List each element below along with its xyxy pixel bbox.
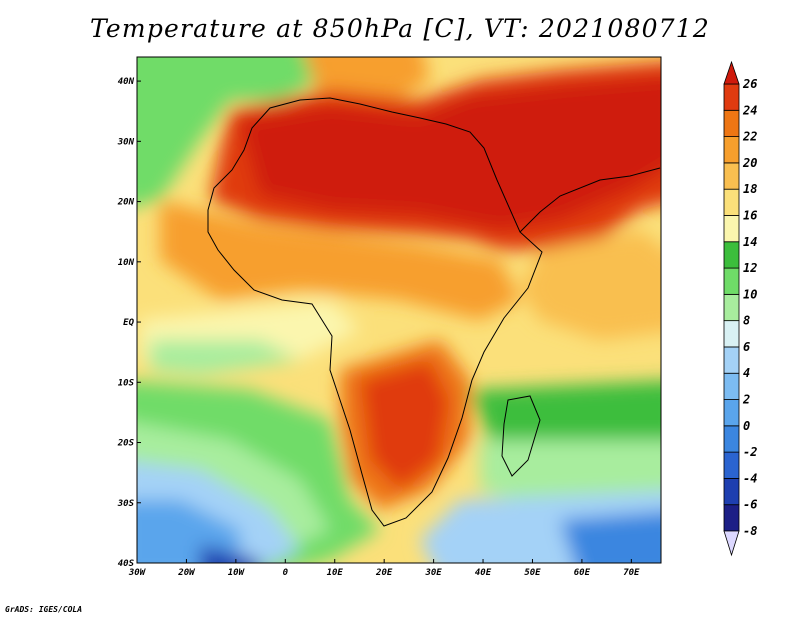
lon-tick-label: 70E [623,568,640,578]
colorbar-bin [723,451,740,479]
lat-tick-label: 10N [118,258,135,268]
colorbar-bin [723,136,740,164]
lat-tick-label: 40S [118,559,135,569]
lat-tick-label: 30S [117,499,135,509]
colorbar-label: 4 [743,366,750,380]
colorbar-label: 12 [743,261,757,275]
colorbar-label: -4 [743,471,757,485]
colorbar-bin [723,320,740,348]
lon-tick-label: 10E [327,568,344,578]
colorbar-label: 2 [742,393,750,407]
lon-tick-label: 20E [375,568,393,578]
longitude-axis: 30W 20W 10W 0 10E 20E 30E 40E 50E 60E 70E [128,559,640,578]
lat-tick-label: 10S [118,378,135,388]
colorbar-bin [723,372,740,400]
colorbar-bin [723,267,740,295]
colorbar-bin [723,109,740,137]
lat-tick-label: 30N [117,137,135,147]
colorbar-label: 26 [742,77,757,91]
lat-tick-label: 40N [118,77,135,87]
map-frame [136,56,662,564]
lat-tick-label: EQ [123,318,134,328]
lon-tick-label: 60E [574,568,591,578]
lon-tick-label: 0 [283,568,289,578]
lon-tick-label: 30E [424,568,442,578]
map-title: Temperature at 850hPa [C], VT: 202108071… [90,14,710,43]
colorbar-below-arrow [723,530,740,557]
colorbar-label: 24 [742,103,757,117]
colorbar-bin [723,346,740,374]
colorbar-bin [723,425,740,453]
colorbar-label: 6 [743,340,750,354]
colorbar-bin [723,399,740,427]
colorbar-label: 14 [743,235,757,249]
colorbar-bin [723,215,740,243]
colorbar-label: 18 [743,182,757,196]
colorbar-label: 10 [743,287,757,301]
lat-tick-label: 20S [117,439,135,449]
colorbar-bin [723,504,740,532]
lon-tick-label: 30W [128,568,147,578]
colorbar-label: -6 [743,498,757,512]
colorbar-bin [723,293,740,322]
colorbar-label: 22 [742,130,757,144]
lon-tick-label: 40E [475,568,492,578]
latitude-axis: 40N 30N 20N 10N EQ 10S 20S 30S 40S [117,77,141,569]
colorbar-label: -2 [743,445,757,459]
colorbar-bin [723,83,740,111]
colorbar-label: -8 [743,524,757,538]
temperature-field [137,57,661,563]
lon-tick-label: 20W [177,568,196,578]
colorbar-bin [723,188,740,216]
lat-tick-label: 20N [117,198,135,208]
colorbar-label: 20 [742,156,757,170]
colorbar-bin [723,241,740,269]
colorbar-label: 8 [743,314,750,328]
lon-tick-label: 10W [228,568,246,578]
colorbar-label: 16 [743,208,757,222]
colorbar-bin [723,478,740,506]
colorbar-label: 0 [743,419,750,433]
colorbar-bin [723,162,740,190]
lon-tick-label: 50E [524,568,541,578]
grads-credit: GrADS: IGES/COLA [5,605,83,614]
colorbar-above-arrow [723,60,740,85]
